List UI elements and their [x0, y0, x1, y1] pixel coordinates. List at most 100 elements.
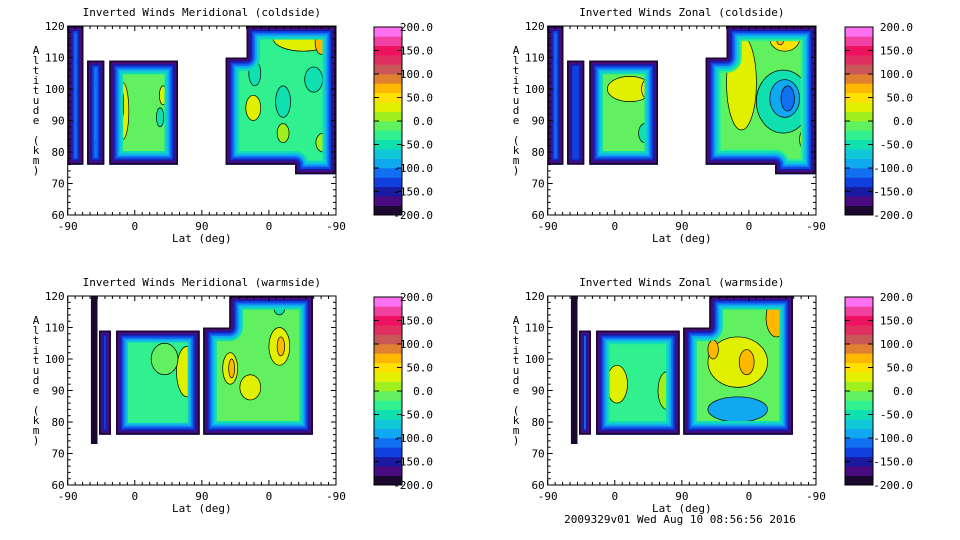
contour-blob	[276, 123, 290, 143]
colorbar-tick-label: 200.0	[400, 21, 433, 34]
colorbar-swatch	[374, 297, 402, 307]
colorbar-swatch	[845, 306, 873, 317]
colorbar-swatch	[845, 130, 873, 141]
y-axis-label-char: l	[513, 54, 520, 67]
contour-blob	[707, 336, 768, 388]
colorbar-swatch	[374, 27, 402, 37]
colorbar-tick-label: 150.0	[880, 315, 913, 328]
colorbar-tick-label: -200.0	[873, 479, 913, 492]
y-axis-label-char: m	[33, 424, 40, 437]
y-axis-label-char: k	[513, 144, 520, 157]
colorbar-swatch	[374, 186, 402, 197]
chart-title: Inverted Winds Meridional (warmside)	[83, 276, 321, 289]
colorbar-swatch	[374, 466, 402, 476]
colorbar-tick-label: 50.0	[407, 362, 434, 375]
y-axis-label-char: t	[33, 64, 40, 77]
contour-region	[683, 296, 793, 435]
y-tick-label: 80	[51, 146, 64, 159]
colorbar-swatch	[374, 130, 402, 141]
colorbar-swatch	[374, 74, 402, 84]
x-tick-label: 0	[131, 490, 138, 503]
colorbar-swatch	[374, 447, 402, 458]
y-axis-label-char: t	[33, 84, 40, 97]
contour-region	[705, 26, 816, 175]
colorbar-tick-label: -50.0	[400, 139, 433, 152]
colorbar-swatch	[374, 196, 402, 206]
y-tick-label: 90	[531, 385, 544, 398]
colorbar-swatch	[374, 344, 402, 354]
y-axis-label-char: i	[33, 74, 40, 87]
colorbar-swatch	[845, 381, 873, 392]
y-tick-label: 100	[525, 353, 545, 366]
colorbar-tick-label: 0.0	[893, 115, 913, 128]
y-tick-label: 90	[51, 115, 64, 128]
colorbar-tick-label: 100.0	[880, 338, 913, 351]
y-tick-label: 120	[45, 290, 65, 303]
y-axis-label-char: (	[513, 134, 520, 147]
colorbar-swatch	[845, 438, 873, 448]
colorbar-swatch	[374, 362, 402, 373]
colorbar-swatch	[374, 391, 402, 401]
colorbar-swatch	[374, 111, 402, 122]
y-axis-label-char: (	[33, 404, 40, 417]
y-axis-label-char: t	[513, 354, 520, 367]
y-axis-label-char: u	[33, 94, 40, 107]
contour-region	[109, 60, 178, 165]
colorbar-swatch	[374, 334, 402, 345]
colorbar-swatch	[374, 92, 402, 103]
colorbar-swatch	[374, 45, 402, 56]
y-axis-label-char: u	[33, 364, 40, 377]
x-tick-label: 0	[746, 490, 753, 503]
y-tick-label: 70	[51, 448, 64, 461]
colorbar-swatch	[374, 102, 402, 112]
region-fill	[570, 296, 578, 445]
colorbar-tick-label: 150.0	[880, 45, 913, 58]
colorbar-swatch	[845, 168, 873, 178]
colorbar-tick-label: 100.0	[400, 68, 433, 81]
colorbar-tick-label: -100.0	[393, 432, 433, 445]
colorbar-tick-label: -100.0	[873, 162, 913, 175]
x-tick-label: -90	[806, 220, 826, 233]
contour-region	[579, 330, 591, 435]
colorbar-swatch	[845, 92, 873, 103]
colorbar-swatch	[845, 391, 873, 401]
colorbar-swatch	[845, 64, 873, 75]
chart-title: Inverted Winds Meridional (coldside)	[83, 6, 321, 19]
region-fill	[203, 296, 313, 435]
y-tick-label: 120	[525, 20, 545, 33]
y-axis-label-char: t	[33, 334, 40, 347]
y-axis-label-char: )	[33, 164, 40, 177]
colorbar-tick-label: 0.0	[413, 115, 433, 128]
colorbar-swatch	[374, 64, 402, 75]
x-tick-label: 0	[266, 220, 273, 233]
colorbar-tick-label: -200.0	[393, 209, 433, 222]
y-axis-label-char: t	[513, 84, 520, 97]
colorbar-tick-label: 50.0	[887, 362, 914, 375]
colorbar-swatch	[845, 344, 873, 354]
colorbar-tick-label: 150.0	[400, 45, 433, 58]
colorbar-swatch	[845, 111, 873, 122]
colorbar-tick-label: -200.0	[393, 479, 433, 492]
y-axis-label-char: i	[33, 344, 40, 357]
y-tick-label: 120	[45, 20, 65, 33]
colorbar-swatch	[374, 409, 402, 420]
colorbar-tick-label: -50.0	[880, 409, 913, 422]
y-tick-label: 60	[531, 209, 544, 222]
y-axis-label-char: e	[513, 384, 520, 397]
y-axis-label-char: k	[33, 414, 40, 427]
colorbar-swatch	[374, 325, 402, 335]
y-axis-label-char: u	[513, 364, 520, 377]
y-axis-label-char: d	[33, 104, 40, 117]
colorbar-tick-label: -150.0	[873, 456, 913, 469]
colorbar-swatch	[845, 325, 873, 335]
colorbar-tick-label: -150.0	[393, 186, 433, 199]
colorbar-swatch	[845, 315, 873, 326]
y-axis-label-char: (	[513, 404, 520, 417]
colorbar-tick-label: -200.0	[873, 209, 913, 222]
y-axis-label-char: l	[33, 54, 40, 67]
y-axis-label-char: m	[33, 154, 40, 167]
colorbar-tick-label: 200.0	[880, 291, 913, 304]
x-tick-label: 90	[675, 490, 688, 503]
